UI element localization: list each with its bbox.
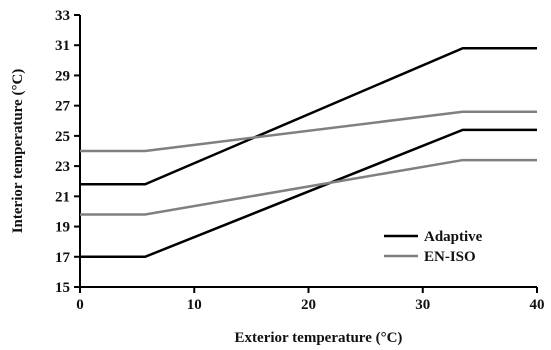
x-tick-label: 40 <box>530 297 545 313</box>
x-axis-label: Exterior temperature (°C) <box>235 330 403 346</box>
y-tick-label: 25 <box>55 129 70 145</box>
y-tick-label: 17 <box>55 250 71 266</box>
x-tick-label: 10 <box>187 297 202 313</box>
series-line-en-iso-3 <box>80 158 537 216</box>
x-tick-label: 30 <box>415 297 430 313</box>
y-tick-label: 19 <box>55 220 70 236</box>
y-tick-label: 31 <box>55 38 70 54</box>
x-tick-label: 0 <box>76 297 84 313</box>
series-line-adaptive-0 <box>80 46 537 186</box>
x-tick-label: 20 <box>301 297 316 313</box>
legend-label: EN-ISO <box>424 249 476 265</box>
y-axis-label: Interior temperature (°C) <box>10 69 26 234</box>
y-tick-label: 23 <box>55 159 70 175</box>
y-tick-label: 21 <box>55 189 70 205</box>
x-ticks: 0 10 20 30 40 <box>76 287 545 313</box>
y-tick-label: 27 <box>55 99 71 115</box>
series-line-adaptive-1 <box>80 128 537 259</box>
series-line-en-iso-2 <box>80 110 537 153</box>
legend: Adaptive EN-ISO <box>384 229 483 265</box>
legend-label: Adaptive <box>424 229 483 245</box>
y-tick-label: 15 <box>55 280 70 296</box>
series-lines <box>80 46 537 259</box>
y-ticks: 15 17 19 21 23 25 27 29 31 33 <box>55 8 80 296</box>
y-tick-label: 29 <box>55 68 70 84</box>
y-tick-label: 33 <box>55 8 70 24</box>
